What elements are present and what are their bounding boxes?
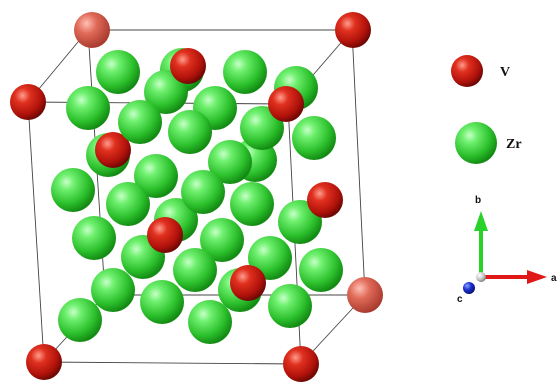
zr-atom-icon	[268, 284, 312, 328]
legend-item-v: V	[451, 55, 510, 87]
v-atom-icon	[307, 182, 343, 218]
legend-label-v: V	[500, 65, 510, 80]
zr-atom-icon	[208, 140, 252, 184]
zr-atom-swatch-icon	[455, 122, 497, 164]
v-atom-icon	[268, 86, 304, 122]
v-atom-icon	[74, 12, 110, 48]
v-atom-icon	[335, 12, 371, 48]
a-axis-arrow-icon	[481, 270, 547, 284]
v-atom-icon	[230, 265, 266, 301]
legend-item-zr: Zr	[455, 122, 522, 164]
zr-atom-icon	[240, 106, 284, 150]
axis-indicator: b a c	[457, 195, 557, 305]
zr-atom-icon	[72, 216, 116, 260]
zr-atom-icon	[91, 268, 135, 312]
v-atom-icon	[347, 277, 383, 313]
zr-atom-icon	[144, 70, 188, 114]
axis-label-a: a	[551, 273, 557, 284]
unit-cell-edge	[43, 361, 302, 365]
legend: V Zr	[451, 55, 522, 164]
zr-atom-icon	[173, 248, 217, 292]
zr-atom-icon	[118, 100, 162, 144]
zr-atom-icon	[96, 50, 140, 94]
zr-atom-icon	[181, 170, 225, 214]
unit-cell-edge	[27, 101, 45, 363]
zr-atom-icon	[134, 154, 178, 198]
zr-atom-icon	[223, 50, 267, 94]
zr-atom-icon	[140, 280, 184, 324]
zr-atom-icon	[200, 218, 244, 262]
v-atom-icon	[10, 84, 46, 120]
zr-atom-icon	[66, 86, 110, 130]
zr-atom-icon	[230, 182, 274, 226]
zr-atom-icon	[58, 298, 102, 342]
v-atom-icon	[147, 217, 183, 253]
zr-atom-icon	[106, 182, 150, 226]
axis-label-c: c	[457, 294, 463, 305]
axis-origin-icon	[476, 272, 486, 282]
v-atom-icon	[95, 132, 131, 168]
zr-atom-icon	[299, 248, 343, 292]
c-axis-arrow-icon	[463, 282, 475, 294]
atoms-layer	[10, 12, 383, 382]
legend-label-zr: Zr	[506, 137, 522, 152]
zr-atom-icon	[188, 300, 232, 344]
b-axis-arrow-icon	[474, 211, 488, 276]
v-atom-icon	[26, 344, 62, 380]
v-atom-icon	[283, 346, 319, 382]
v-atom-swatch-icon	[451, 55, 483, 87]
zr-atom-icon	[51, 168, 95, 212]
zr-atom-icon	[292, 116, 336, 160]
axis-label-b: b	[475, 195, 481, 206]
unit-cell-edge	[351, 29, 366, 296]
v-atom-icon	[170, 48, 206, 84]
zr-atom-icon	[168, 110, 212, 154]
